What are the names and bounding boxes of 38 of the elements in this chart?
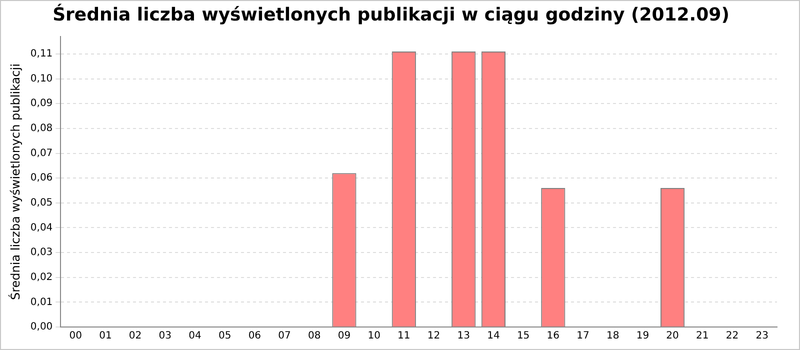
y-tick-label: 0,03 — [30, 247, 53, 258]
x-tick-label: 04 — [188, 330, 202, 342]
x-tick-label: 09 — [338, 330, 351, 342]
x-tick-label: 16 — [546, 330, 560, 342]
y-tick-label: 0,02 — [30, 272, 53, 283]
y-tick-label: 0,07 — [30, 148, 53, 159]
x-tick-label: 00 — [69, 330, 82, 342]
x-tick-label: 10 — [368, 330, 380, 342]
x-tick-label: 05 — [218, 330, 232, 342]
x-tick-label: 23 — [756, 330, 768, 342]
y-tick-label: 0,11 — [30, 48, 53, 60]
y-tick-label: 0,00 — [30, 322, 53, 333]
x-tick-label: 21 — [696, 330, 709, 342]
x-tick-label: 08 — [308, 330, 321, 342]
x-tick-label: 19 — [636, 330, 650, 342]
x-tick-label: 11 — [398, 330, 410, 342]
y-axis-title: Średnia liczba wyświetlonych publikacji — [7, 64, 22, 300]
x-tick-label: 17 — [576, 330, 590, 342]
x-tick-label: 22 — [726, 330, 739, 342]
y-tick-label: 0,10 — [30, 73, 53, 84]
x-tick-label: 06 — [248, 330, 262, 342]
y-tick-label: 0,08 — [30, 123, 53, 134]
chart-title: Średnia liczba wyświetlonych publikacji w ciągu godziny (2012.09) — [52, 3, 730, 26]
x-tick-label: 02 — [128, 330, 142, 342]
y-tick-label: 0,05 — [30, 197, 53, 208]
y-tick-label: 0,09 — [30, 98, 53, 110]
x-tick-label: 14 — [487, 330, 500, 342]
x-tick-label: 03 — [158, 330, 172, 342]
x-tick-label: 15 — [516, 330, 530, 342]
x-tick-label: 01 — [99, 330, 112, 342]
y-tick-label: 0,01 — [30, 296, 53, 308]
y-tick-label: 0,06 — [30, 172, 53, 184]
y-tick-label: 0,04 — [30, 222, 53, 234]
x-tick-label: 13 — [457, 330, 470, 342]
x-tick-label: 12 — [427, 330, 440, 342]
x-tick-label: 18 — [606, 330, 620, 342]
x-tick-label: 20 — [666, 330, 679, 342]
x-tick-label: 07 — [278, 330, 291, 342]
